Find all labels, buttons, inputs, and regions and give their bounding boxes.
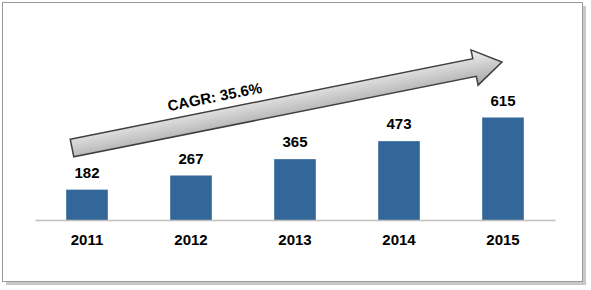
x-tick-label: 2011 [71, 231, 104, 248]
bar [66, 190, 108, 220]
x-tick-label: 2015 [486, 231, 519, 248]
chart-svg: 2011 2012 2013 2014 2015 182 267 365 473 615 CAGR:… [0, 0, 591, 290]
x-axis-line [36, 220, 556, 222]
bar [170, 176, 212, 221]
x-tick: 2013 [278, 231, 311, 248]
x-axis: 2011 2012 2013 2014 2015 [36, 221, 556, 248]
x-tick: 2012 [174, 231, 207, 248]
data-label: 615 [490, 92, 515, 109]
annotation: CAGR: 35.6% [166, 79, 263, 114]
annotation-arrow-group: CAGR: 35.6% [66, 32, 506, 166]
bar [274, 159, 316, 220]
annotation-arrow [68, 44, 505, 165]
x-tick-label: 2014 [382, 231, 416, 248]
data-label: 182 [74, 164, 99, 181]
data-label: 473 [386, 115, 411, 132]
frame [3, 3, 583, 282]
x-tick: 2011 [71, 231, 104, 248]
x-tick: 2014 [382, 231, 416, 248]
data-label: 365 [282, 133, 307, 150]
data-label: 267 [178, 150, 203, 167]
bar [482, 118, 524, 221]
x-tick: 2015 [486, 231, 519, 248]
x-tick-label: 2013 [278, 231, 311, 248]
x-tick-label: 2012 [174, 231, 207, 248]
bar [378, 141, 420, 220]
